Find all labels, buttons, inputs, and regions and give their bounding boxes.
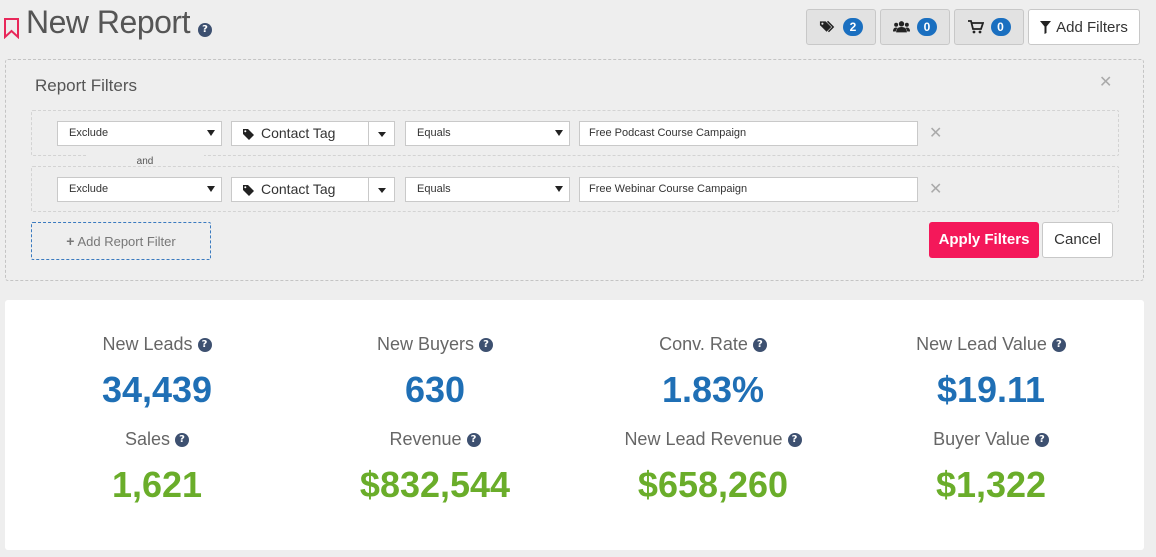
filter-operator-value: Equals [417, 183, 451, 195]
stat-value: $658,260 [637, 464, 789, 505]
page-header: New Report ? 2 0 [0, 0, 1156, 52]
stat-label: Sales? [124, 429, 190, 450]
apply-filters-button[interactable]: Apply Filters [929, 222, 1039, 258]
cart-icon [967, 20, 984, 34]
stat-buyer-value: Buyer Value? $1,322 [852, 429, 1130, 506]
tags-filter-button[interactable]: 2 [806, 9, 876, 45]
cart-count-badge: 0 [990, 18, 1011, 36]
add-filters-label: Add Filters [1056, 18, 1128, 36]
caret-down-icon [378, 188, 386, 193]
stat-value: $19.11 [936, 369, 1046, 410]
field-dropdown-toggle[interactable] [368, 122, 394, 145]
filter-row: Exclude Contact Tag Equals Free Podcast … [31, 110, 1119, 156]
stat-label-text: Sales [124, 429, 171, 449]
caret-down-icon [555, 130, 563, 136]
stat-label: New Leads? [102, 334, 212, 355]
stat-label-text: New Lead Value [916, 334, 1047, 354]
filter-field-value: Contact Tag [261, 181, 336, 197]
question-circle-icon[interactable]: ? [1051, 337, 1066, 352]
stat-label: New Lead Value? [916, 334, 1066, 355]
stat-label-text: Buyer Value [933, 429, 1030, 449]
filter-mode-value: Exclude [69, 127, 109, 139]
stat-revenue: Revenue? $832,544 [296, 429, 574, 506]
filter-icon [1040, 20, 1052, 34]
stat-value: 1,621 [111, 464, 203, 505]
stat-new-lead-value: New Lead Value? $19.11 [852, 334, 1130, 411]
filter-operator-select[interactable]: Equals [405, 121, 570, 146]
tags-count-badge: 2 [843, 18, 863, 36]
stat-label: Revenue? [389, 429, 481, 450]
stat-label-text: Revenue [389, 429, 462, 449]
filter-field-select[interactable]: Contact Tag [231, 121, 395, 146]
stat-value: $1,322 [935, 464, 1047, 505]
filter-field-select[interactable]: Contact Tag [231, 177, 395, 202]
stat-new-buyers: New Buyers? 630 [296, 334, 574, 411]
filter-value-input[interactable]: Free Webinar Course Campaign [579, 177, 918, 202]
add-report-filter-button[interactable]: + Add Report Filter [31, 222, 211, 260]
stat-label: Conv. Rate? [659, 334, 767, 355]
filter-mode-value: Exclude [69, 183, 109, 195]
question-circle-icon[interactable]: ? [198, 23, 212, 37]
caret-down-icon [207, 186, 215, 192]
add-filters-button[interactable]: Add Filters [1028, 9, 1140, 45]
filter-operator-select[interactable]: Equals [405, 177, 570, 202]
question-circle-icon[interactable]: ? [752, 337, 767, 352]
users-filter-button[interactable]: 0 [880, 9, 950, 45]
question-circle-icon[interactable]: ? [479, 337, 494, 352]
stat-conv-rate: Conv. Rate? 1.83% [574, 334, 852, 411]
stat-sales: Sales? 1,621 [18, 429, 296, 506]
filter-row: Exclude Contact Tag Equals Free Webinar … [31, 166, 1119, 212]
question-circle-icon[interactable]: ? [1034, 432, 1049, 447]
stat-label: New Lead Revenue? [624, 429, 802, 450]
stat-label: New Buyers? [376, 334, 494, 355]
cancel-button[interactable]: Cancel [1042, 222, 1113, 258]
filter-mode-select[interactable]: Exclude [57, 177, 222, 202]
stat-value: $832,544 [359, 464, 511, 505]
users-count-badge: 0 [917, 18, 937, 36]
question-circle-icon[interactable]: ? [787, 432, 802, 447]
report-filters-panel: Report Filters ✕ Exclude Contact Tag Equ… [5, 59, 1144, 281]
users-icon [893, 21, 910, 33]
filter-value-input[interactable]: Free Podcast Course Campaign [579, 121, 918, 146]
remove-filter-icon[interactable]: ✕ [929, 125, 943, 142]
caret-down-icon [555, 186, 563, 192]
stat-value: 1.83% [661, 369, 765, 410]
filter-mode-select[interactable]: Exclude [57, 121, 222, 146]
stat-label: Buyer Value? [933, 429, 1049, 450]
stat-value: 630 [404, 369, 466, 410]
stat-new-lead-revenue: New Lead Revenue? $658,260 [574, 429, 852, 506]
filters-title: Report Filters [35, 76, 138, 95]
stat-label-text: Conv. Rate [659, 334, 748, 354]
filter-connector-label: and [86, 155, 204, 169]
filter-operator-value: Equals [417, 127, 451, 139]
page-title: New Report [26, 4, 190, 40]
remove-filter-icon[interactable]: ✕ [929, 181, 943, 198]
cart-filter-button[interactable]: 0 [954, 9, 1024, 45]
add-report-filter-label: Add Report Filter [77, 233, 176, 249]
question-circle-icon[interactable]: ? [466, 432, 481, 447]
stat-value: 34,439 [101, 369, 213, 410]
stats-card: New Leads? 34,439 New Buyers? 630 Conv. … [5, 300, 1144, 550]
field-dropdown-toggle[interactable] [368, 178, 394, 201]
stat-new-leads: New Leads? 34,439 [18, 334, 296, 411]
tags-icon [819, 20, 835, 33]
tag-icon [243, 184, 254, 196]
question-circle-icon[interactable]: ? [175, 432, 190, 447]
caret-down-icon [207, 130, 215, 136]
filter-field-value: Contact Tag [261, 125, 336, 141]
question-circle-icon[interactable]: ? [197, 337, 212, 352]
plus-icon: + [66, 233, 75, 249]
header-toolbar: 2 0 0 Add Filters [806, 9, 1140, 45]
tag-icon [243, 128, 254, 140]
bookmark-icon[interactable] [3, 17, 20, 39]
close-icon[interactable]: ✕ [1099, 74, 1113, 91]
stat-label-text: New Buyers [376, 334, 475, 354]
stat-label-text: New Leads [102, 334, 193, 354]
caret-down-icon [378, 132, 386, 137]
stat-label-text: New Lead Revenue [624, 429, 783, 449]
